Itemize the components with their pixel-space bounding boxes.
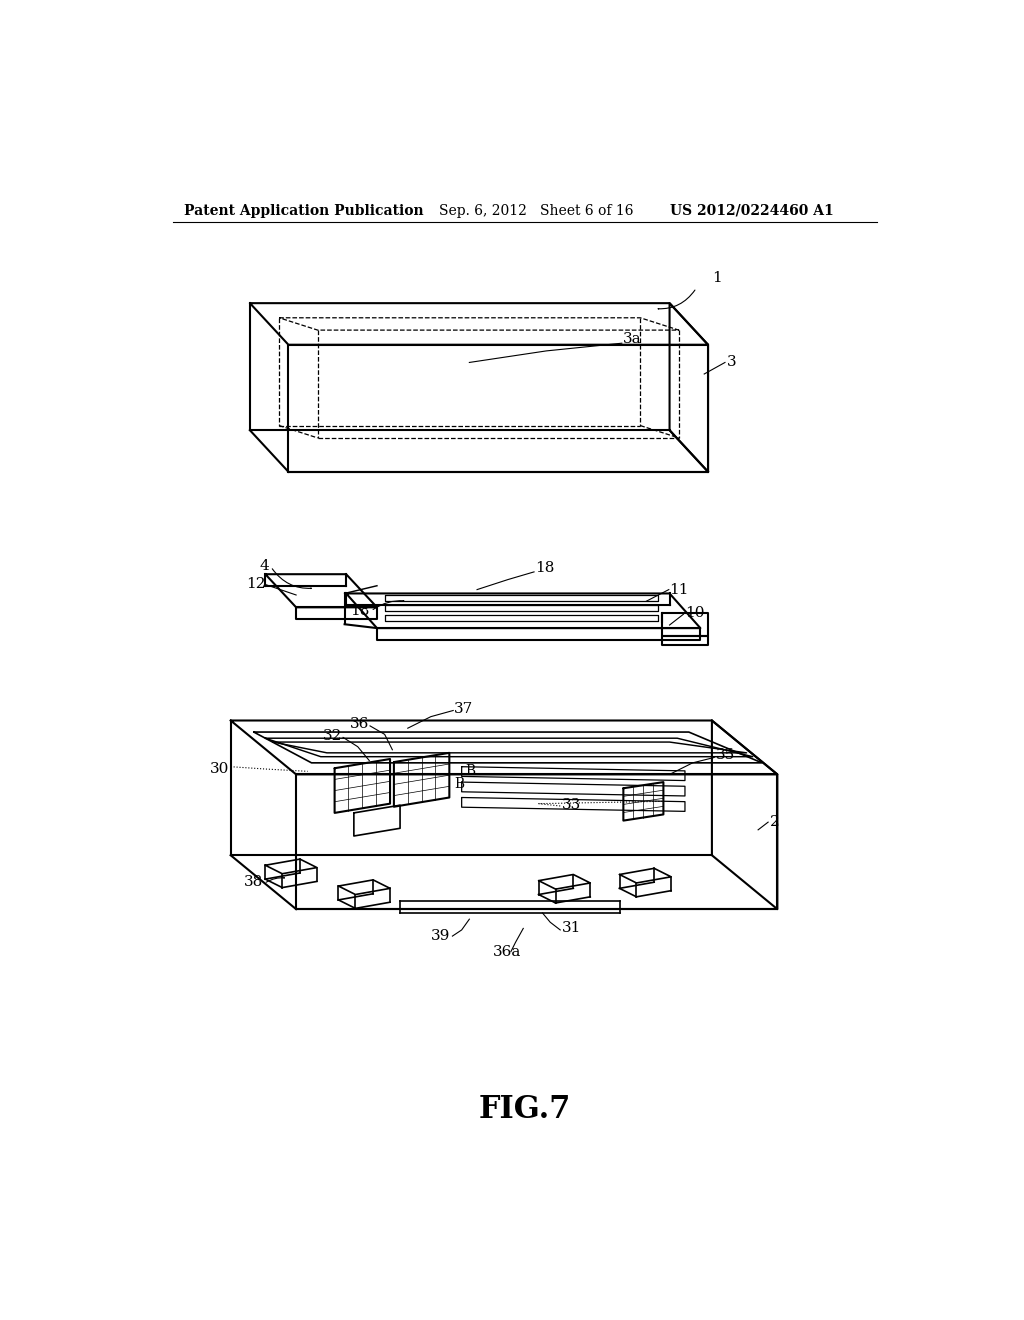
Text: 11: 11 xyxy=(670,582,689,597)
Text: 3: 3 xyxy=(727,355,737,370)
Text: 32: 32 xyxy=(323,729,342,743)
Text: 30: 30 xyxy=(210,762,229,776)
FancyArrowPatch shape xyxy=(373,601,403,610)
Text: 10: 10 xyxy=(685,606,705,619)
FancyArrowPatch shape xyxy=(266,878,285,882)
Text: B: B xyxy=(466,763,475,777)
Text: 33: 33 xyxy=(562,799,581,812)
Text: 31: 31 xyxy=(562,921,582,936)
Text: 18: 18 xyxy=(350,605,370,618)
Text: 1: 1 xyxy=(712,271,722,285)
Text: 4: 4 xyxy=(259,560,269,573)
Text: 39: 39 xyxy=(431,929,451,942)
Text: 2: 2 xyxy=(770,816,779,829)
Text: 3a: 3a xyxy=(624,333,642,346)
Text: 12: 12 xyxy=(246,577,265,591)
Text: Sep. 6, 2012   Sheet 6 of 16: Sep. 6, 2012 Sheet 6 of 16 xyxy=(438,203,633,218)
Text: 36a: 36a xyxy=(493,945,521,958)
Text: 37: 37 xyxy=(454,702,473,715)
FancyArrowPatch shape xyxy=(272,569,311,589)
Text: B: B xyxy=(454,776,464,791)
Text: 18: 18 xyxy=(535,561,554,576)
Text: 36: 36 xyxy=(350,717,370,731)
Text: US 2012/0224460 A1: US 2012/0224460 A1 xyxy=(670,203,834,218)
Text: FIG.7: FIG.7 xyxy=(478,1094,571,1125)
Text: 35: 35 xyxy=(716,748,735,762)
Text: Patent Application Publication: Patent Application Publication xyxy=(184,203,424,218)
FancyArrowPatch shape xyxy=(658,290,695,309)
Text: 38: 38 xyxy=(244,875,263,890)
